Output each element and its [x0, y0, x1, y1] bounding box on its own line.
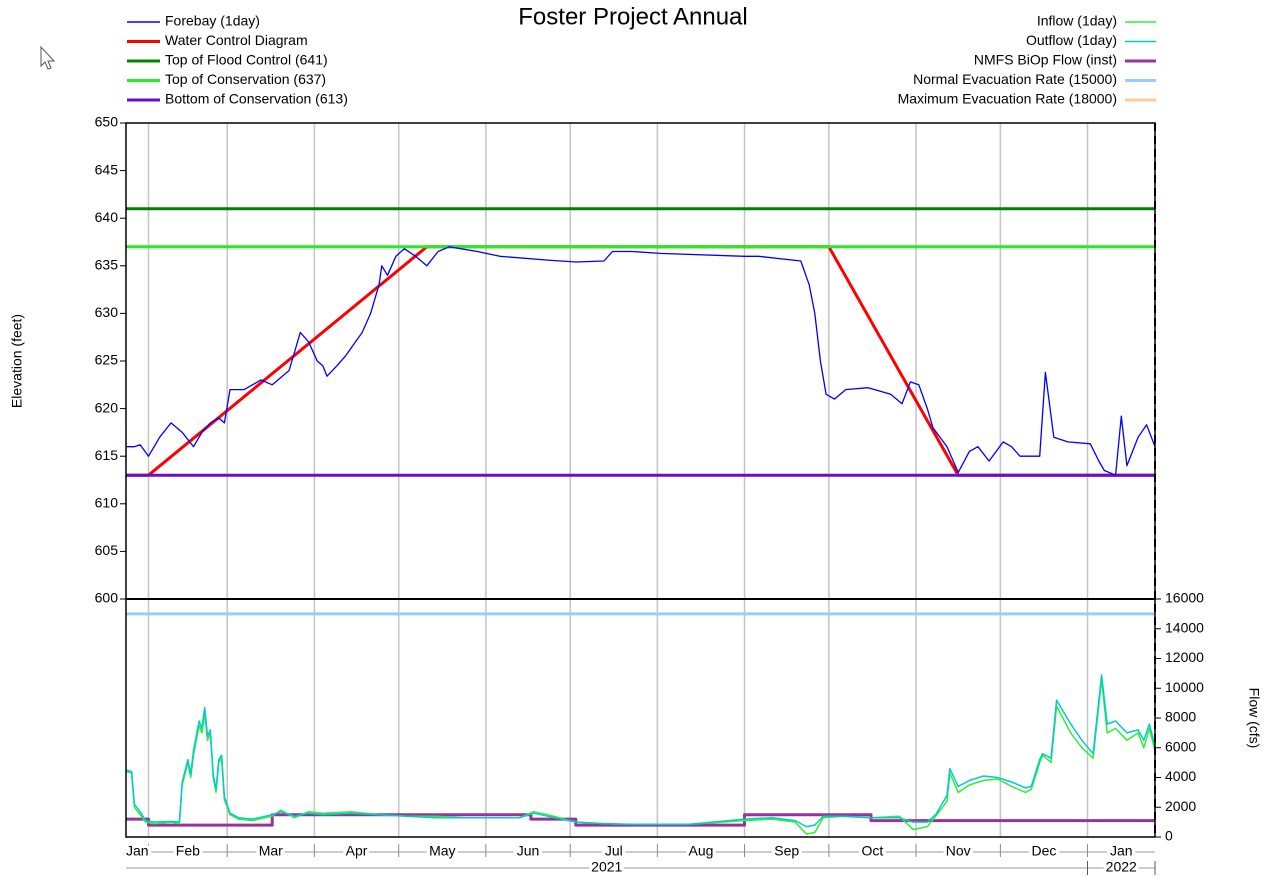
series-line	[126, 674, 1155, 828]
y-tick-label: 630	[95, 304, 119, 320]
y-tick-label: 610	[95, 495, 119, 511]
legend-label: Normal Evacuation Rate (15000)	[913, 71, 1117, 87]
x-tick-label: Jun	[517, 843, 540, 859]
x-tick-label: Jul	[605, 843, 623, 859]
plot-layer: 600 605 610 615 620 625 630 635 640 645 650 Forebay…	[95, 13, 1205, 877]
y-tick-label: 640	[95, 209, 119, 225]
y2-tick-label: 2000	[1165, 798, 1196, 814]
x-tick-label: Jan	[1110, 843, 1133, 859]
legend-label: Maximum Evacuation Rate (18000)	[898, 91, 1117, 107]
x-group-label: 2021	[591, 859, 622, 875]
y-tick-label: 615	[95, 447, 119, 463]
y-tick-label: 635	[95, 257, 119, 273]
y2-tick-label: 10000	[1165, 679, 1204, 695]
x-group-label: 2022	[1106, 859, 1137, 875]
y-axis-label: Elevation (feet)	[9, 314, 25, 408]
y2-tick-label: 4000	[1165, 768, 1196, 784]
legend-label: Top of Flood Control (641)	[165, 52, 328, 68]
x-tick-label: Sep	[774, 843, 799, 859]
x-tick-label: May	[429, 843, 455, 859]
y2-axis-label: Flow (cfs)	[1246, 688, 1262, 749]
y2-tick-label: 12000	[1165, 649, 1204, 665]
x-tick-label: Apr	[346, 843, 368, 859]
y2-tick-label: 14000	[1165, 619, 1204, 635]
x-tick-label: Dec	[1031, 843, 1056, 859]
y2-tick-label: 6000	[1165, 738, 1196, 754]
x-tick-label: Mar	[259, 843, 283, 859]
y2-tick-label: 8000	[1165, 709, 1196, 725]
x-tick-label: Oct	[862, 843, 884, 859]
mouse-cursor	[40, 45, 56, 70]
x-tick-label: Jan	[126, 843, 149, 859]
y-tick-label: 600	[95, 590, 119, 606]
series-line	[126, 246, 1155, 476]
legend-label: Outflow (1day)	[1026, 32, 1117, 48]
y-tick-label: 650	[95, 114, 119, 130]
y-tick-label: 625	[95, 352, 119, 368]
legend-label: Inflow (1day)	[1037, 13, 1117, 29]
x-tick-label: Feb	[176, 843, 200, 859]
y2-tick-label: 16000	[1165, 590, 1204, 606]
legend-label: Top of Conservation (637)	[165, 71, 326, 87]
legend-label: NMFS BiOp Flow (inst)	[974, 52, 1117, 68]
legend-label: Forebay (1day)	[165, 13, 260, 29]
y2-tick-label: 0	[1165, 828, 1173, 844]
x-tick-label: Nov	[946, 843, 971, 859]
x-tick-label: Aug	[688, 843, 713, 859]
series-line	[126, 813, 1155, 827]
y-tick-label: 605	[95, 542, 119, 558]
legend-label: Water Control Diagram	[165, 32, 308, 48]
chart-title: Foster Project Annual	[518, 3, 747, 30]
legend-label: Bottom of Conservation (613)	[165, 91, 348, 107]
y-tick-label: 620	[95, 399, 119, 415]
y-tick-label: 645	[95, 161, 119, 177]
